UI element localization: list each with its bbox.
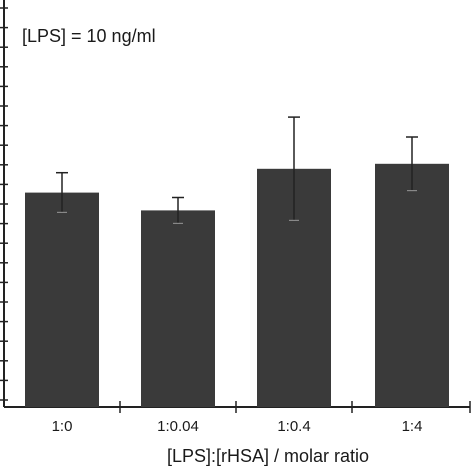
x-axis-title: [LPS]:[rHSA] / molar ratio	[167, 446, 369, 466]
x-tick-label: 1:0.4	[277, 418, 310, 435]
x-axis-ticks	[119, 401, 471, 413]
y-axis-ticks	[0, 7, 8, 401]
bar-1-4	[375, 163, 449, 407]
error-bars-group	[56, 116, 418, 224]
x-tick-label: 1:0	[52, 418, 73, 435]
bar-1-0	[25, 192, 99, 407]
chart-annotation: [LPS] = 10 ng/ml	[22, 26, 156, 46]
bars-group	[25, 163, 449, 407]
bar-1-0-04	[141, 210, 215, 407]
x-tick-label: 1:0.04	[157, 418, 199, 435]
x-tick-labels: 1:0 1:0.04 1:0.4 1:4	[52, 418, 423, 435]
x-tick-label: 1:4	[402, 418, 423, 435]
